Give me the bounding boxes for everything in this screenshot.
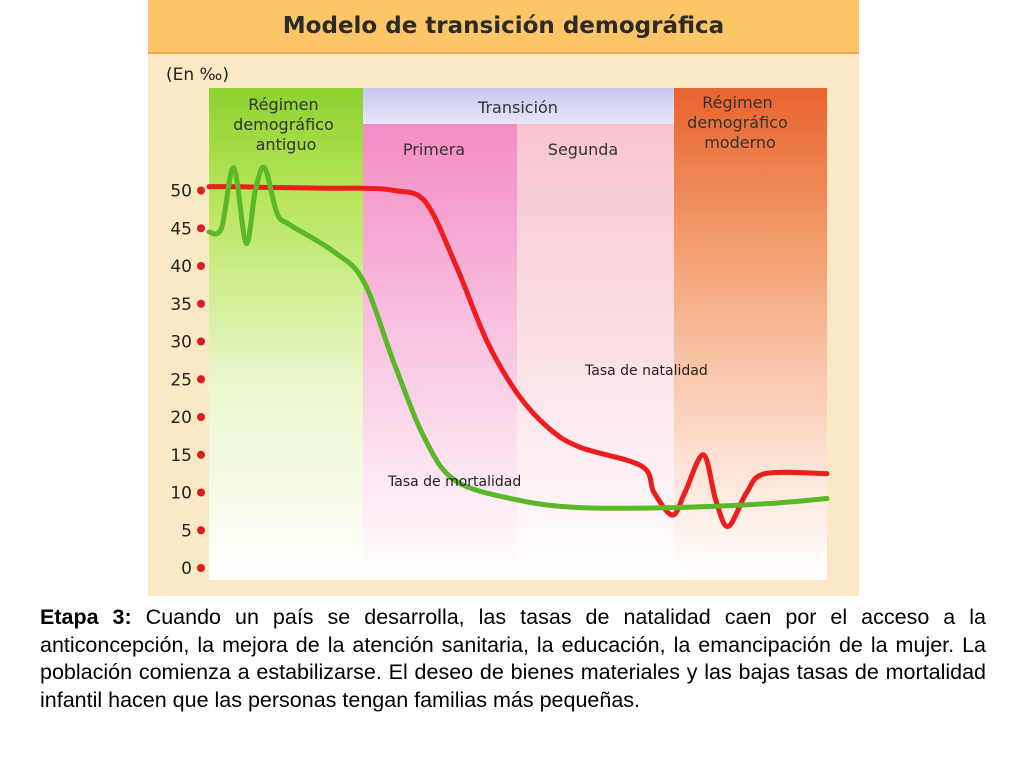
chart-title: Modelo de transición demográfica: [148, 0, 859, 54]
phase-label-modern-regime: Régimen demográfico moderno: [687, 93, 793, 152]
chart-svg: (En ‰) Régimen demográfico antiguo Trans…: [166, 65, 830, 580]
y-tick-marker: [197, 262, 205, 270]
y-tick-label: 50: [170, 182, 192, 202]
y-tick-label: 10: [170, 484, 192, 504]
caption-text: Cuando un país se desarrolla, las tasas …: [40, 605, 986, 712]
series-lines: [206, 164, 830, 529]
y-tick-label: 45: [170, 219, 192, 239]
phase-bg-modern-regime: [674, 88, 827, 580]
phase-bg-transition: [363, 88, 674, 124]
y-tick-marker: [197, 337, 205, 346]
y-tick-label: 35: [170, 295, 192, 315]
caption-paragraph: Etapa 3: Cuando un país se desarrolla, l…: [40, 604, 986, 714]
phase-bg-old-regime: [209, 88, 363, 580]
y-tick-marker: [197, 526, 205, 535]
y-tick-marker: [197, 186, 205, 195]
y-tick-label: 40: [170, 257, 192, 277]
y-tick-marker: [197, 299, 205, 308]
y-tick-label: 30: [170, 333, 192, 353]
phase-bg-second: [517, 124, 674, 580]
y-tick-marker: [197, 224, 205, 233]
y-tick-label: 5: [181, 521, 192, 541]
series-line-death-rate: [206, 164, 830, 511]
y-tick-marker: [197, 564, 205, 572]
y-tick-label: 15: [170, 446, 192, 466]
y-axis-ticks: 0 5 10 15 20 25 30 35 40 45 50: [170, 182, 205, 579]
y-tick-marker: [197, 375, 205, 384]
y-tick-marker: [197, 450, 205, 459]
phase-label-old-regime: Régimen demográfico antiguo: [233, 95, 339, 154]
y-tick-label: 25: [170, 370, 192, 390]
demographic-transition-figure: Modelo de transición demográfica (En ‰): [148, 0, 859, 596]
series-line-birth-rate: [206, 184, 830, 529]
phase-label-transition: Transición: [477, 98, 558, 117]
caption-stage-label: Etapa 3:: [40, 605, 132, 629]
y-axis-unit-label: (En ‰): [166, 65, 229, 85]
y-tick-label: 20: [170, 408, 192, 428]
series-label-death-rate: Tasa de mortalidad: [387, 474, 521, 490]
y-tick-label: 0: [181, 559, 192, 579]
phase-label-first: Primera: [403, 140, 465, 159]
y-tick-marker: [197, 413, 205, 421]
phase-label-second: Segunda: [548, 140, 618, 159]
series-label-birth-rate: Tasa de natalidad: [584, 363, 708, 379]
y-tick-marker: [197, 488, 205, 497]
